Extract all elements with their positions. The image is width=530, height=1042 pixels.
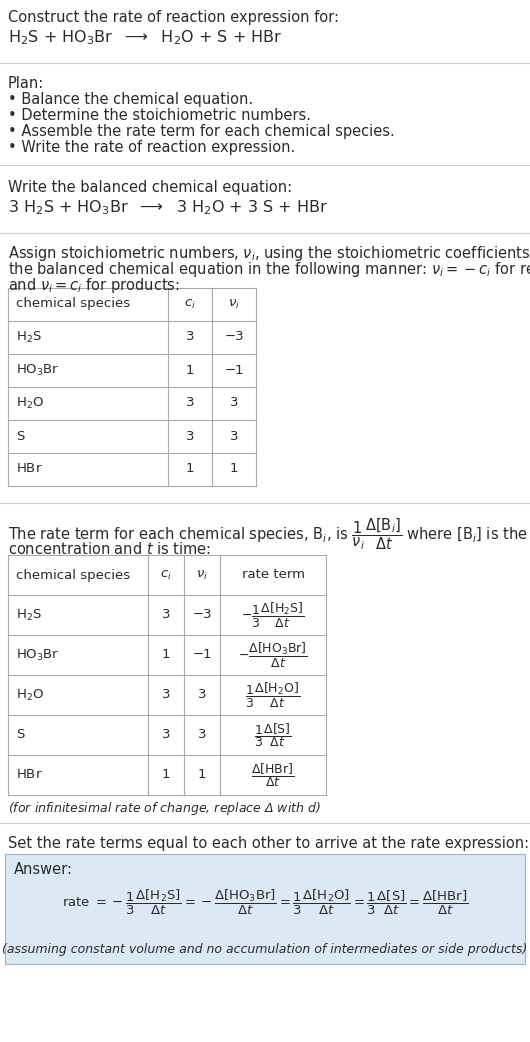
Text: and $\nu_i = c_i$ for products:: and $\nu_i = c_i$ for products: — [8, 276, 180, 295]
Text: $c_i$: $c_i$ — [160, 569, 172, 581]
Text: 1: 1 — [198, 769, 206, 782]
Text: $\dfrac{1}{3}\dfrac{\Delta[\mathrm{S}]}{\Delta t}$: $\dfrac{1}{3}\dfrac{\Delta[\mathrm{S}]}{… — [254, 721, 292, 749]
Text: 1: 1 — [229, 463, 239, 475]
Text: $\nu_i$: $\nu_i$ — [228, 297, 240, 311]
Text: (assuming constant volume and no accumulation of intermediates or side products): (assuming constant volume and no accumul… — [2, 943, 528, 956]
Text: 3: 3 — [162, 609, 170, 621]
Text: −3: −3 — [224, 330, 244, 344]
Text: 1: 1 — [162, 769, 170, 782]
Text: 3 H$_2$S + HO$_3$Br  $\longrightarrow$  3 H$_2$O + 3 S + HBr: 3 H$_2$S + HO$_3$Br $\longrightarrow$ 3 … — [8, 198, 328, 217]
Text: H$_2$S + HO$_3$Br  $\longrightarrow$  H$_2$O + S + HBr: H$_2$S + HO$_3$Br $\longrightarrow$ H$_2… — [8, 28, 282, 47]
Text: $c_i$: $c_i$ — [184, 297, 196, 311]
Text: $\mathrm{H_2O}$: $\mathrm{H_2O}$ — [16, 396, 44, 411]
Text: $\mathrm{S}$: $\mathrm{S}$ — [16, 429, 25, 443]
Text: rate term: rate term — [242, 569, 305, 581]
Text: $-\dfrac{1}{3}\dfrac{\Delta[\mathrm{H_2S}]}{\Delta t}$: $-\dfrac{1}{3}\dfrac{\Delta[\mathrm{H_2S… — [241, 600, 305, 629]
Text: $\mathrm{S}$: $\mathrm{S}$ — [16, 728, 25, 742]
Text: $\mathrm{H_2S}$: $\mathrm{H_2S}$ — [16, 329, 42, 345]
Text: $\mathrm{HBr}$: $\mathrm{HBr}$ — [16, 463, 42, 475]
Text: • Balance the chemical equation.: • Balance the chemical equation. — [8, 92, 253, 107]
Text: 3: 3 — [162, 689, 170, 701]
Text: Plan:: Plan: — [8, 76, 44, 91]
Text: 3: 3 — [198, 728, 206, 742]
Text: Answer:: Answer: — [14, 862, 73, 877]
Text: $\dfrac{1}{3}\dfrac{\Delta[\mathrm{H_2O}]}{\Delta t}$: $\dfrac{1}{3}\dfrac{\Delta[\mathrm{H_2O}… — [245, 680, 301, 710]
Text: 3: 3 — [229, 397, 239, 410]
Text: Write the balanced chemical equation:: Write the balanced chemical equation: — [8, 180, 292, 195]
Text: Set the rate terms equal to each other to arrive at the rate expression:: Set the rate terms equal to each other t… — [8, 836, 529, 851]
Text: $\dfrac{\Delta[\mathrm{HBr}]}{\Delta t}$: $\dfrac{\Delta[\mathrm{HBr}]}{\Delta t}$ — [251, 761, 295, 789]
Text: 3: 3 — [162, 728, 170, 742]
Text: The rate term for each chemical species, B$_i$, is $\dfrac{1}{\nu_i}\dfrac{\Delt: The rate term for each chemical species,… — [8, 516, 530, 551]
Text: $-\dfrac{\Delta[\mathrm{HO_3Br}]}{\Delta t}$: $-\dfrac{\Delta[\mathrm{HO_3Br}]}{\Delta… — [238, 641, 308, 670]
Text: Construct the rate of reaction expression for:: Construct the rate of reaction expressio… — [8, 10, 339, 25]
Text: $\mathrm{H_2O}$: $\mathrm{H_2O}$ — [16, 688, 44, 702]
Text: $\mathrm{HBr}$: $\mathrm{HBr}$ — [16, 769, 42, 782]
FancyBboxPatch shape — [5, 854, 525, 964]
Text: the balanced chemical equation in the following manner: $\nu_i = -c_i$ for react: the balanced chemical equation in the fo… — [8, 260, 530, 279]
Text: $\mathrm{H_2S}$: $\mathrm{H_2S}$ — [16, 607, 42, 622]
Text: • Determine the stoichiometric numbers.: • Determine the stoichiometric numbers. — [8, 108, 311, 123]
Text: • Write the rate of reaction expression.: • Write the rate of reaction expression. — [8, 140, 295, 155]
Text: chemical species: chemical species — [16, 298, 130, 311]
Text: $\mathrm{HO_3Br}$: $\mathrm{HO_3Br}$ — [16, 647, 59, 663]
Text: 3: 3 — [186, 330, 195, 344]
Text: 1: 1 — [186, 364, 195, 376]
Text: rate $= -\dfrac{1}{3}\dfrac{\Delta[\mathrm{H_2S}]}{\Delta t} = -\dfrac{\Delta[\m: rate $= -\dfrac{1}{3}\dfrac{\Delta[\math… — [61, 888, 469, 917]
Text: Assign stoichiometric numbers, $\nu_i$, using the stoichiometric coefficients, $: Assign stoichiometric numbers, $\nu_i$, … — [8, 244, 530, 263]
Text: 1: 1 — [162, 648, 170, 662]
Text: −1: −1 — [224, 364, 244, 376]
Text: • Assemble the rate term for each chemical species.: • Assemble the rate term for each chemic… — [8, 124, 395, 139]
Text: chemical species: chemical species — [16, 569, 130, 581]
Text: 3: 3 — [229, 429, 239, 443]
Text: 1: 1 — [186, 463, 195, 475]
Text: concentration and $t$ is time:: concentration and $t$ is time: — [8, 541, 211, 557]
Text: −1: −1 — [192, 648, 212, 662]
Text: 3: 3 — [198, 689, 206, 701]
Text: 3: 3 — [186, 429, 195, 443]
Text: 3: 3 — [186, 397, 195, 410]
Text: −3: −3 — [192, 609, 212, 621]
Text: (for infinitesimal rate of change, replace Δ with $d$): (for infinitesimal rate of change, repla… — [8, 800, 321, 817]
Text: $\nu_i$: $\nu_i$ — [196, 569, 208, 581]
Text: $\mathrm{HO_3Br}$: $\mathrm{HO_3Br}$ — [16, 363, 59, 377]
